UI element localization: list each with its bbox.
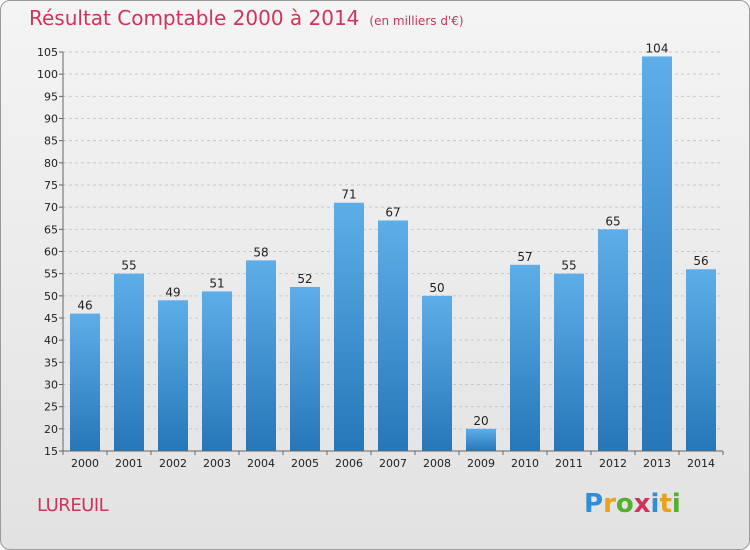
logo-letter: i (650, 489, 660, 519)
bar (686, 269, 716, 451)
bar (466, 428, 496, 451)
y-tick-label: 50 (44, 290, 58, 303)
data-label: 52 (297, 272, 312, 286)
logo-letter: o (615, 489, 634, 519)
x-tick-label: 2013 (643, 457, 671, 470)
y-axis: 15 20 25 30 35 40 45 50 55 60 65 70 75 80 85 90 95 100 105 (37, 46, 64, 458)
data-label: 51 (209, 276, 224, 290)
bar (642, 56, 672, 451)
x-tick-label: 2006 (335, 457, 363, 470)
data-label: 65 (605, 214, 620, 228)
x-tick-label: 2007 (379, 457, 407, 470)
bar (510, 264, 540, 451)
data-label: 20 (473, 414, 488, 428)
y-tick-label: 40 (44, 334, 58, 347)
x-tick-label: 2004 (247, 457, 275, 470)
data-label: 57 (517, 250, 532, 264)
data-label: 55 (121, 259, 136, 273)
y-tick-label: 70 (44, 201, 58, 214)
bar (334, 202, 364, 451)
x-tick-label: 2011 (555, 457, 583, 470)
y-tick-label: 25 (44, 401, 58, 414)
y-tick-label: 45 (44, 312, 58, 325)
y-tick-label: 90 (44, 113, 58, 126)
data-label: 55 (561, 259, 576, 273)
x-tick-label: 2001 (115, 457, 143, 470)
logo-letter: r (603, 489, 616, 519)
y-tick-label: 75 (44, 179, 58, 192)
bar (598, 229, 628, 451)
x-axis: 2000 2001 2002 2003 2004 2005 2006 2007 2008 2009… (62, 450, 724, 470)
data-label: 56 (693, 254, 708, 268)
y-tick-label: 60 (44, 246, 58, 259)
y-tick-label: 85 (44, 135, 58, 148)
y-tick-label: 35 (44, 356, 58, 369)
y-tick-label: 65 (44, 223, 58, 236)
y-tick-label: 55 (44, 268, 58, 281)
x-tick-label: 2012 (599, 457, 627, 470)
data-label: 58 (253, 245, 268, 259)
data-label: 46 (77, 299, 92, 313)
bar (202, 291, 232, 451)
location-label: LUREUIL (37, 495, 109, 516)
y-tick-label: 105 (37, 46, 58, 59)
x-tick-label: 2002 (159, 457, 187, 470)
bar (246, 260, 276, 451)
y-tick-label: 30 (44, 379, 58, 392)
y-tick-label: 80 (44, 157, 58, 170)
x-tick-label: 2008 (423, 457, 451, 470)
chart-subtitle: (en milliers d'€) (369, 14, 464, 28)
y-tick-label: 100 (37, 68, 58, 81)
x-tick-label: 2009 (467, 457, 495, 470)
x-tick-label: 2010 (511, 457, 539, 470)
bars: 46 55 49 51 58 52 71 67 50 20 57 55 65 104 56 (70, 41, 716, 451)
data-label: 50 (429, 281, 444, 295)
y-tick-label: 95 (44, 90, 58, 103)
data-label: 49 (165, 285, 180, 299)
bar (378, 220, 408, 451)
bar (158, 300, 188, 451)
chart-title-text: Résultat Comptable 2000 à 2014 (29, 6, 360, 30)
x-tick-label: 2000 (71, 457, 99, 470)
bar (114, 273, 144, 451)
bar (422, 295, 452, 451)
chart-title: Résultat Comptable 2000 à 2014 (en millie… (29, 6, 464, 30)
logo-letter: t (659, 489, 672, 519)
logo-letter: P (584, 489, 604, 519)
x-tick-label: 2003 (203, 457, 231, 470)
logo-letter: x (633, 489, 651, 519)
bar (70, 313, 100, 451)
y-tick-label: 20 (44, 423, 58, 436)
proxiti-logo[interactable]: Proxiti (584, 489, 681, 519)
bar (554, 273, 584, 451)
x-tick-label: 2014 (687, 457, 715, 470)
y-tick-label: 15 (44, 445, 58, 458)
data-label: 104 (646, 41, 669, 55)
logo-letter: i (671, 489, 681, 519)
data-label: 71 (341, 188, 356, 202)
x-tick-label: 2005 (291, 457, 319, 470)
data-label: 67 (385, 205, 400, 219)
bar (290, 286, 320, 451)
